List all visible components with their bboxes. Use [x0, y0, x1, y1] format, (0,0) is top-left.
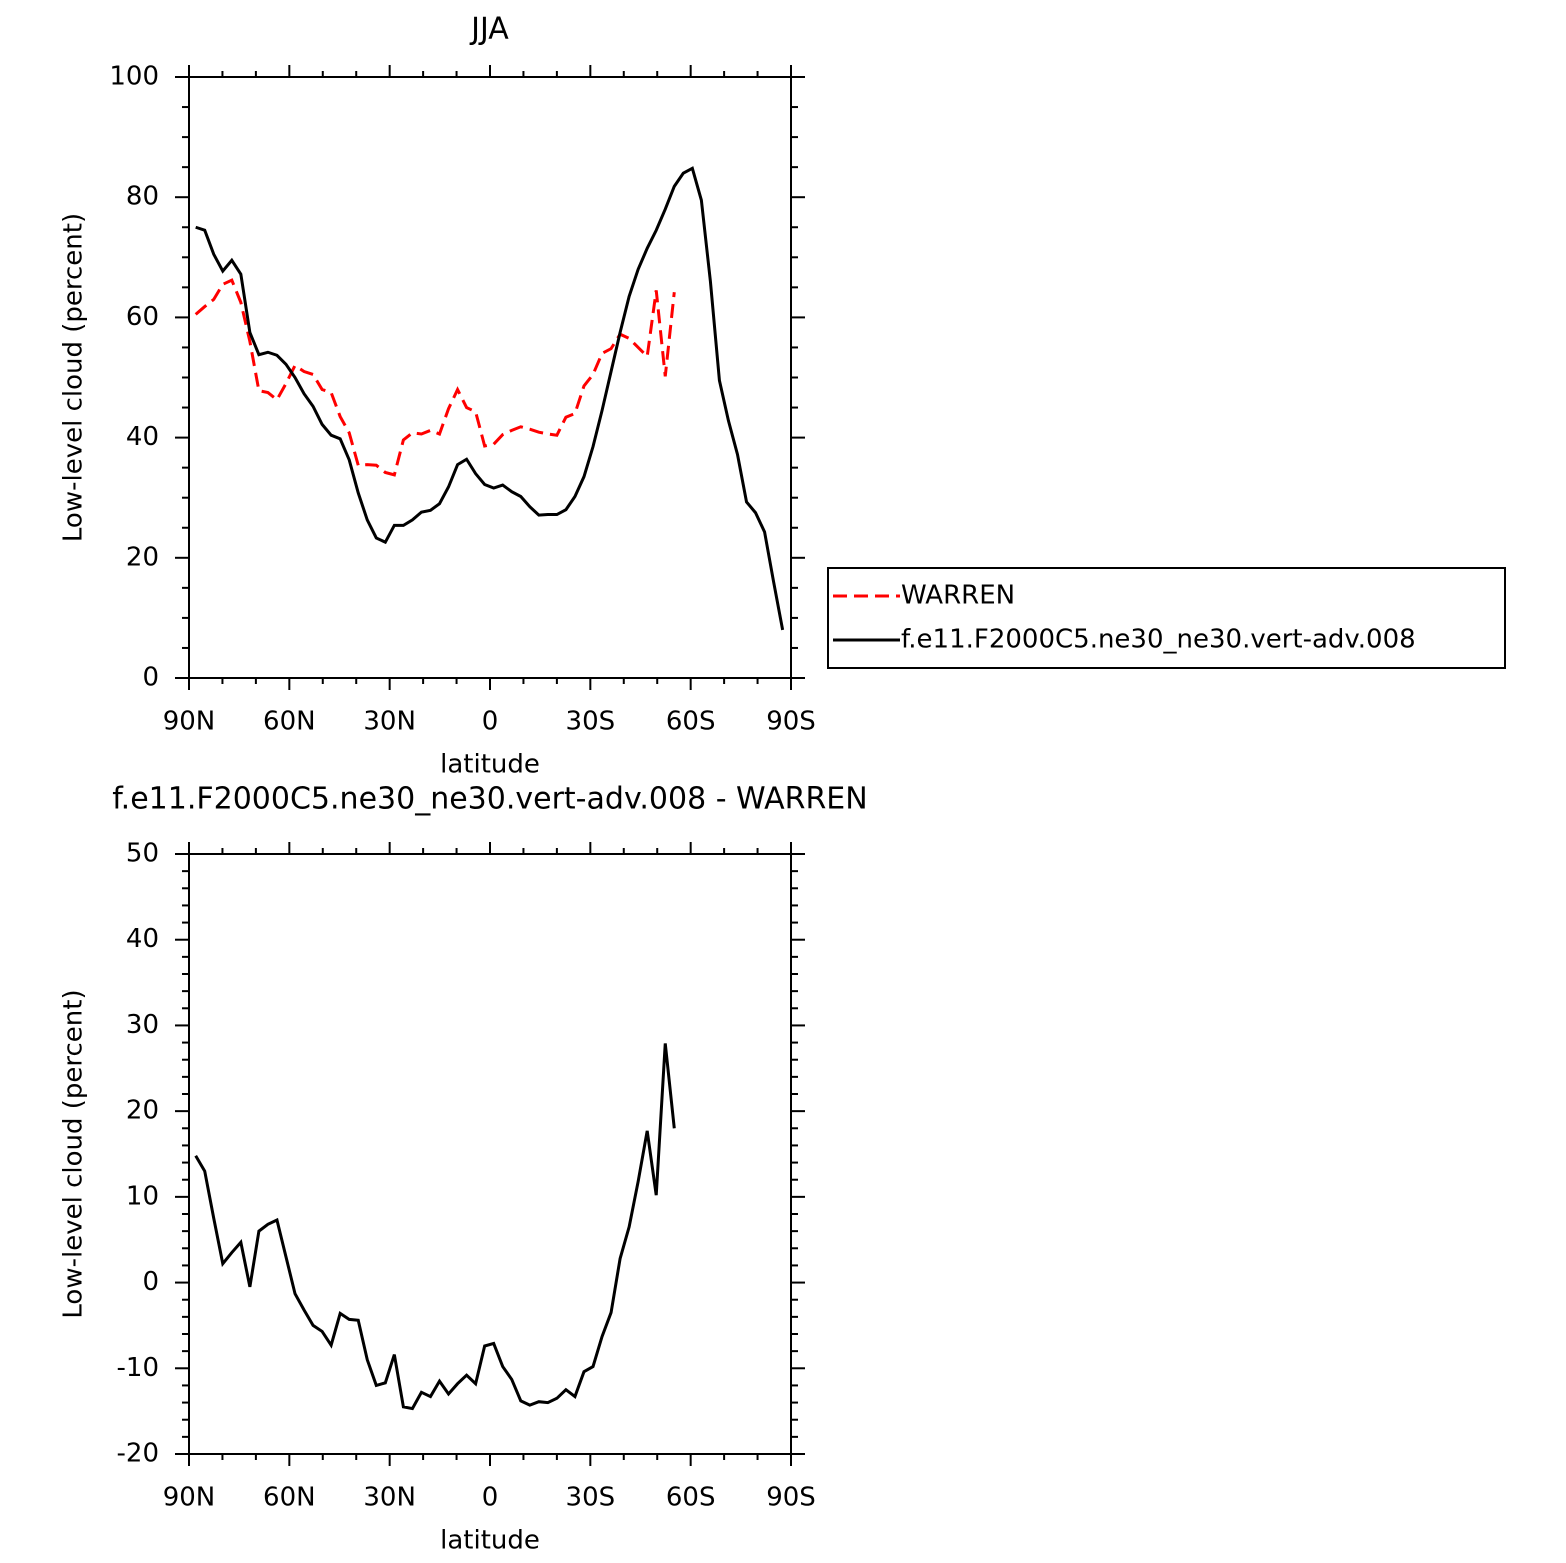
- x-tick-label: 30S: [566, 707, 616, 737]
- y-tick-label: 80: [126, 182, 159, 212]
- plot-frame: [188, 853, 792, 1455]
- x-axis-label: latitude: [440, 1526, 540, 1556]
- x-tick-label: 90S: [766, 707, 816, 737]
- y-tick-label: 40: [126, 924, 159, 954]
- y-tick-label: 100: [109, 62, 159, 92]
- chart-title: JJA: [469, 12, 509, 47]
- y-tick-label: 10: [126, 1181, 159, 1211]
- x-tick-label: 60N: [263, 707, 316, 737]
- y-tick-label: 30: [126, 1010, 159, 1040]
- y-axis-label: Low-level cloud (percent): [59, 989, 89, 1318]
- legend-label: WARREN: [901, 581, 1015, 611]
- y-tick-label: 20: [126, 1096, 159, 1126]
- y-tick-label: 0: [142, 663, 159, 693]
- x-tick-label: 90S: [766, 1483, 816, 1513]
- x-tick-label: 60N: [263, 1483, 316, 1513]
- x-tick-label: 0: [482, 707, 499, 737]
- data-line: [194, 278, 676, 477]
- y-tick-label: 60: [126, 302, 159, 332]
- x-axis-label: latitude: [440, 750, 540, 780]
- y-tick-label: 50: [126, 839, 159, 869]
- y-tick-label: -20: [117, 1439, 159, 1469]
- legend-label: f.e11.F2000C5.ne30_ne30.vert-adv.008: [901, 625, 1416, 655]
- legend-box: [827, 567, 1506, 669]
- data-line: [195, 166, 785, 631]
- x-tick-label: 0: [482, 1483, 499, 1513]
- y-tick-label: 0: [142, 1267, 159, 1297]
- x-tick-label: 30N: [363, 707, 416, 737]
- x-tick-label: 60S: [666, 707, 716, 737]
- chart-title: f.e11.F2000C5.ne30_ne30.vert-adv.008 - W…: [112, 782, 867, 817]
- y-tick-label: 40: [126, 422, 159, 452]
- x-tick-label: 60S: [666, 1483, 716, 1513]
- y-tick-label: 20: [126, 542, 159, 572]
- x-tick-label: 90N: [163, 1483, 216, 1513]
- data-line: [194, 1043, 676, 1411]
- plot-frame: [188, 76, 792, 679]
- x-tick-label: 90N: [163, 707, 216, 737]
- y-tick-label: -10: [117, 1353, 159, 1383]
- x-tick-label: 30N: [363, 1483, 416, 1513]
- x-tick-label: 30S: [566, 1483, 616, 1513]
- y-axis-label: Low-level cloud (percent): [59, 213, 89, 542]
